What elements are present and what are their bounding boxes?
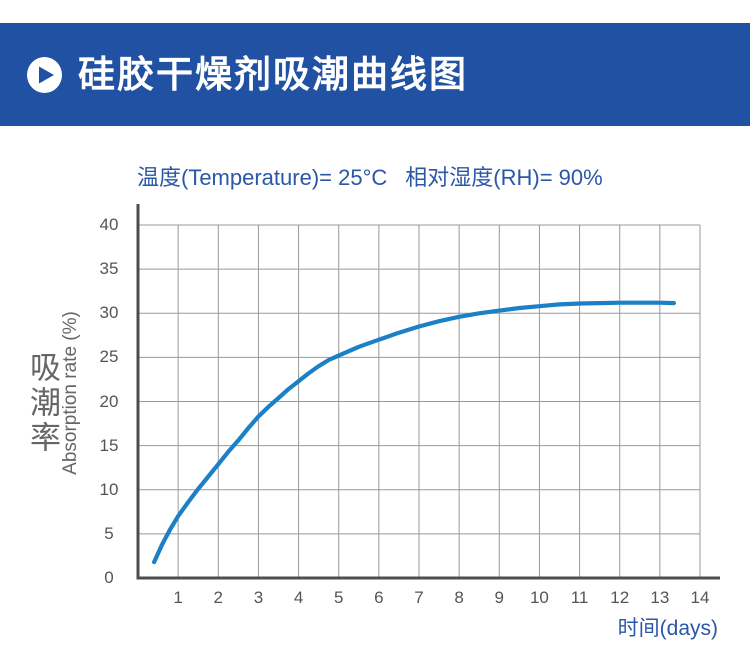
x-tick-label: 2 bbox=[213, 588, 224, 607]
header-banner: 硅胶干燥剂吸潮曲线图 bbox=[0, 23, 750, 126]
y-tick-label: 20 bbox=[99, 391, 119, 411]
x-tick-label: 7 bbox=[414, 588, 424, 607]
x-tick-label: 10 bbox=[529, 588, 549, 607]
x-tick-label: 5 bbox=[333, 588, 344, 607]
y-tick-label: 40 bbox=[99, 215, 119, 234]
chart-conditions: 温度(Temperature)= 25°C 相对湿度(RH)= 90% bbox=[137, 163, 603, 193]
x-tick-label: 12 bbox=[610, 588, 630, 607]
y-tick-label: 30 bbox=[99, 303, 119, 323]
x-tick-label: 13 bbox=[650, 588, 670, 607]
y-tick-label: 0 bbox=[104, 568, 114, 587]
play-triangle bbox=[39, 66, 54, 83]
x-axis-title: 时间(days) bbox=[617, 617, 718, 640]
y-axis-title-cn: 吸潮率 bbox=[25, 351, 60, 456]
y-tick-label: 35 bbox=[99, 259, 119, 279]
x-tick-label: 6 bbox=[374, 588, 384, 607]
play-icon bbox=[27, 56, 62, 93]
x-tick-label: 9 bbox=[494, 588, 505, 607]
page-title: 硅胶干燥剂吸潮曲线图 bbox=[78, 54, 468, 95]
y-tick-label: 10 bbox=[99, 479, 119, 499]
x-tick-label: 1 bbox=[173, 588, 183, 607]
y-axis-title-en: Absorption rate (%) bbox=[60, 311, 81, 475]
x-tick-label: 8 bbox=[454, 588, 464, 607]
x-tick-label: 4 bbox=[293, 588, 304, 607]
y-tick-label: 25 bbox=[99, 347, 119, 367]
x-tick-label: 11 bbox=[570, 588, 589, 607]
y-tick-label: 15 bbox=[99, 435, 119, 455]
absorption-curve bbox=[152, 300, 676, 565]
y-tick-label: 5 bbox=[104, 523, 114, 543]
x-tick-label: 14 bbox=[690, 588, 710, 607]
x-tick-label: 3 bbox=[253, 588, 264, 607]
humidity-condition: 相对湿度(RH)= 90% bbox=[405, 165, 603, 190]
temperature-condition: 温度(Temperature)= 25°C bbox=[137, 165, 388, 190]
